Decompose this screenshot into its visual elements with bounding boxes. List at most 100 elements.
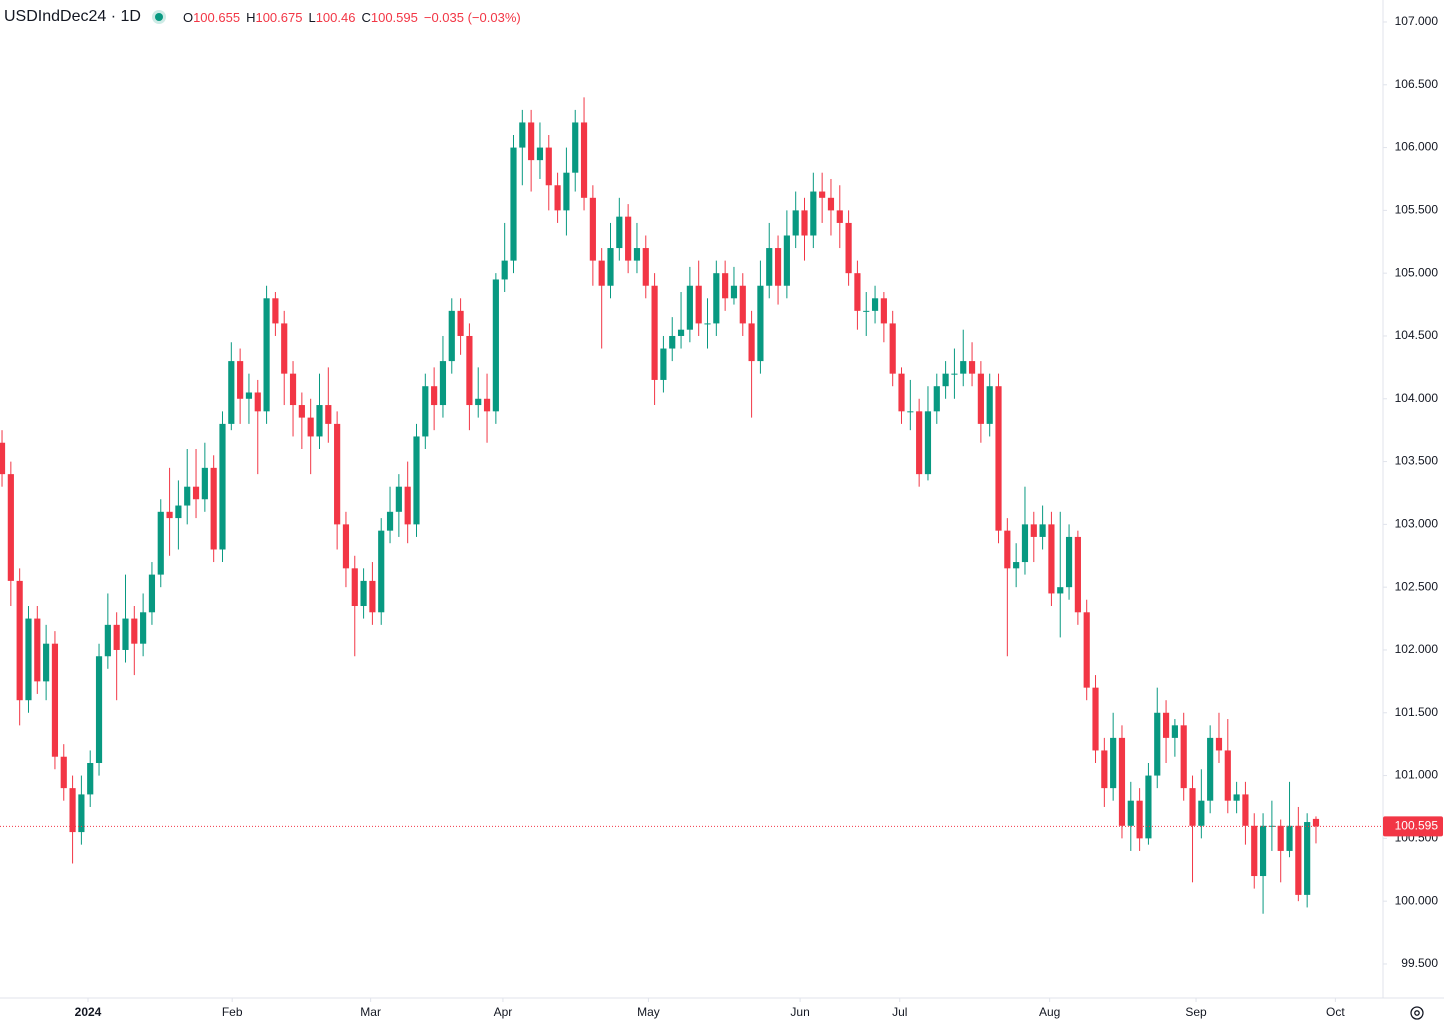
candle-body [942, 373, 949, 387]
candle-body [483, 398, 491, 412]
candle-body [722, 273, 729, 299]
x-tick-label: 2024 [75, 1005, 102, 1019]
candle-body [51, 643, 59, 757]
candle-body [157, 511, 164, 575]
candle-body [730, 285, 738, 299]
candle-body [633, 248, 641, 261]
settings-icon[interactable] [1410, 1006, 1424, 1020]
candle-body [69, 788, 76, 833]
candle-body [1004, 530, 1011, 569]
candle-body [342, 524, 350, 569]
y-tick-label: 102.000 [1395, 642, 1439, 656]
candle-body [792, 210, 799, 236]
candle-body [104, 624, 111, 657]
settings-icon-inner [1414, 1010, 1420, 1016]
candle-body [1251, 825, 1258, 877]
candle-body [995, 386, 1002, 531]
x-tick-label: Jul [892, 1005, 907, 1019]
y-tick-label: 105.000 [1395, 265, 1439, 279]
y-tick-label: 101.500 [1395, 705, 1439, 719]
candle-body [589, 197, 596, 261]
candle-body [43, 643, 50, 682]
y-tick-label: 103.000 [1395, 517, 1439, 531]
y-tick-label: 104.500 [1395, 328, 1439, 342]
last-price-tag [1383, 816, 1443, 837]
candle-body [598, 260, 605, 286]
candle-body [827, 197, 835, 211]
candle-body [704, 323, 711, 325]
candle-body [1127, 800, 1134, 826]
candle-body [1268, 825, 1275, 827]
y-tick-label: 106.000 [1395, 140, 1439, 154]
candle-body [307, 417, 314, 437]
candle-body [1233, 794, 1240, 801]
candle-body [325, 405, 332, 424]
x-tick-label: Mar [360, 1005, 381, 1019]
candle-body [140, 612, 147, 644]
candle-body [536, 147, 544, 161]
candle-body [457, 310, 464, 336]
candle-body [766, 248, 773, 286]
candle-body [748, 323, 755, 362]
candle-body [25, 618, 32, 701]
candle-body [95, 656, 103, 764]
candle-body [1110, 737, 1117, 789]
candle-body [431, 386, 438, 406]
candle-body [501, 260, 508, 280]
candle-body [439, 361, 447, 406]
candle-body [801, 210, 808, 236]
candle-body [686, 285, 693, 330]
candle-body [960, 361, 967, 374]
ohlc-letter: C [361, 9, 371, 25]
candle-body [1171, 725, 1178, 738]
candle-body [924, 411, 932, 475]
candle-body [492, 279, 499, 412]
candle-body [968, 361, 976, 374]
candle-body [783, 235, 790, 286]
candle-body [334, 423, 341, 525]
candle-body [184, 486, 191, 506]
candle-body [60, 756, 67, 789]
candle-body [1057, 587, 1064, 594]
y-tick-label: 105.500 [1395, 203, 1439, 217]
x-tick-label: Apr [494, 1005, 513, 1019]
candle-body [1224, 750, 1231, 801]
candle-body [642, 248, 649, 286]
candle-body [0, 442, 6, 475]
candle-body [281, 323, 288, 374]
x-tick-label: May [637, 1005, 660, 1019]
candle-body [1295, 825, 1302, 895]
candle-body [986, 386, 993, 424]
candle-body [774, 248, 782, 286]
candle-body [289, 373, 297, 406]
candle-body [413, 436, 420, 525]
candle-body [563, 172, 570, 211]
candle-body [1215, 737, 1223, 751]
ohlc-letter: L [308, 9, 316, 25]
candle-body [228, 361, 235, 424]
candle-body [237, 361, 244, 399]
x-tick-label: Oct [1326, 1005, 1345, 1019]
change-value: −0.035 (−0.03%) [423, 9, 521, 25]
ohlc-value: 100.46 [315, 9, 356, 25]
settings-icon-outer [1410, 1006, 1424, 1020]
candle-body [245, 392, 253, 399]
candle-body [1207, 737, 1214, 801]
candle-body [669, 335, 676, 349]
candle-body [898, 373, 905, 412]
y-tick-label: 104.000 [1395, 391, 1439, 405]
y-tick-label: 107.000 [1395, 14, 1439, 28]
candle-body [316, 405, 323, 437]
candle-body [836, 210, 843, 223]
candle-body [1154, 712, 1161, 776]
candle-body [113, 624, 120, 650]
candle-body [122, 618, 129, 650]
ohlc-value: 100.675 [255, 9, 303, 25]
symbol-title[interactable]: USDIndDec24 · 1D [4, 8, 141, 25]
candle-body [210, 467, 217, 550]
last-price-label: 100.595 [1395, 819, 1439, 833]
candle-body [166, 511, 173, 519]
candle-body [254, 392, 261, 412]
candle-body [695, 285, 702, 324]
